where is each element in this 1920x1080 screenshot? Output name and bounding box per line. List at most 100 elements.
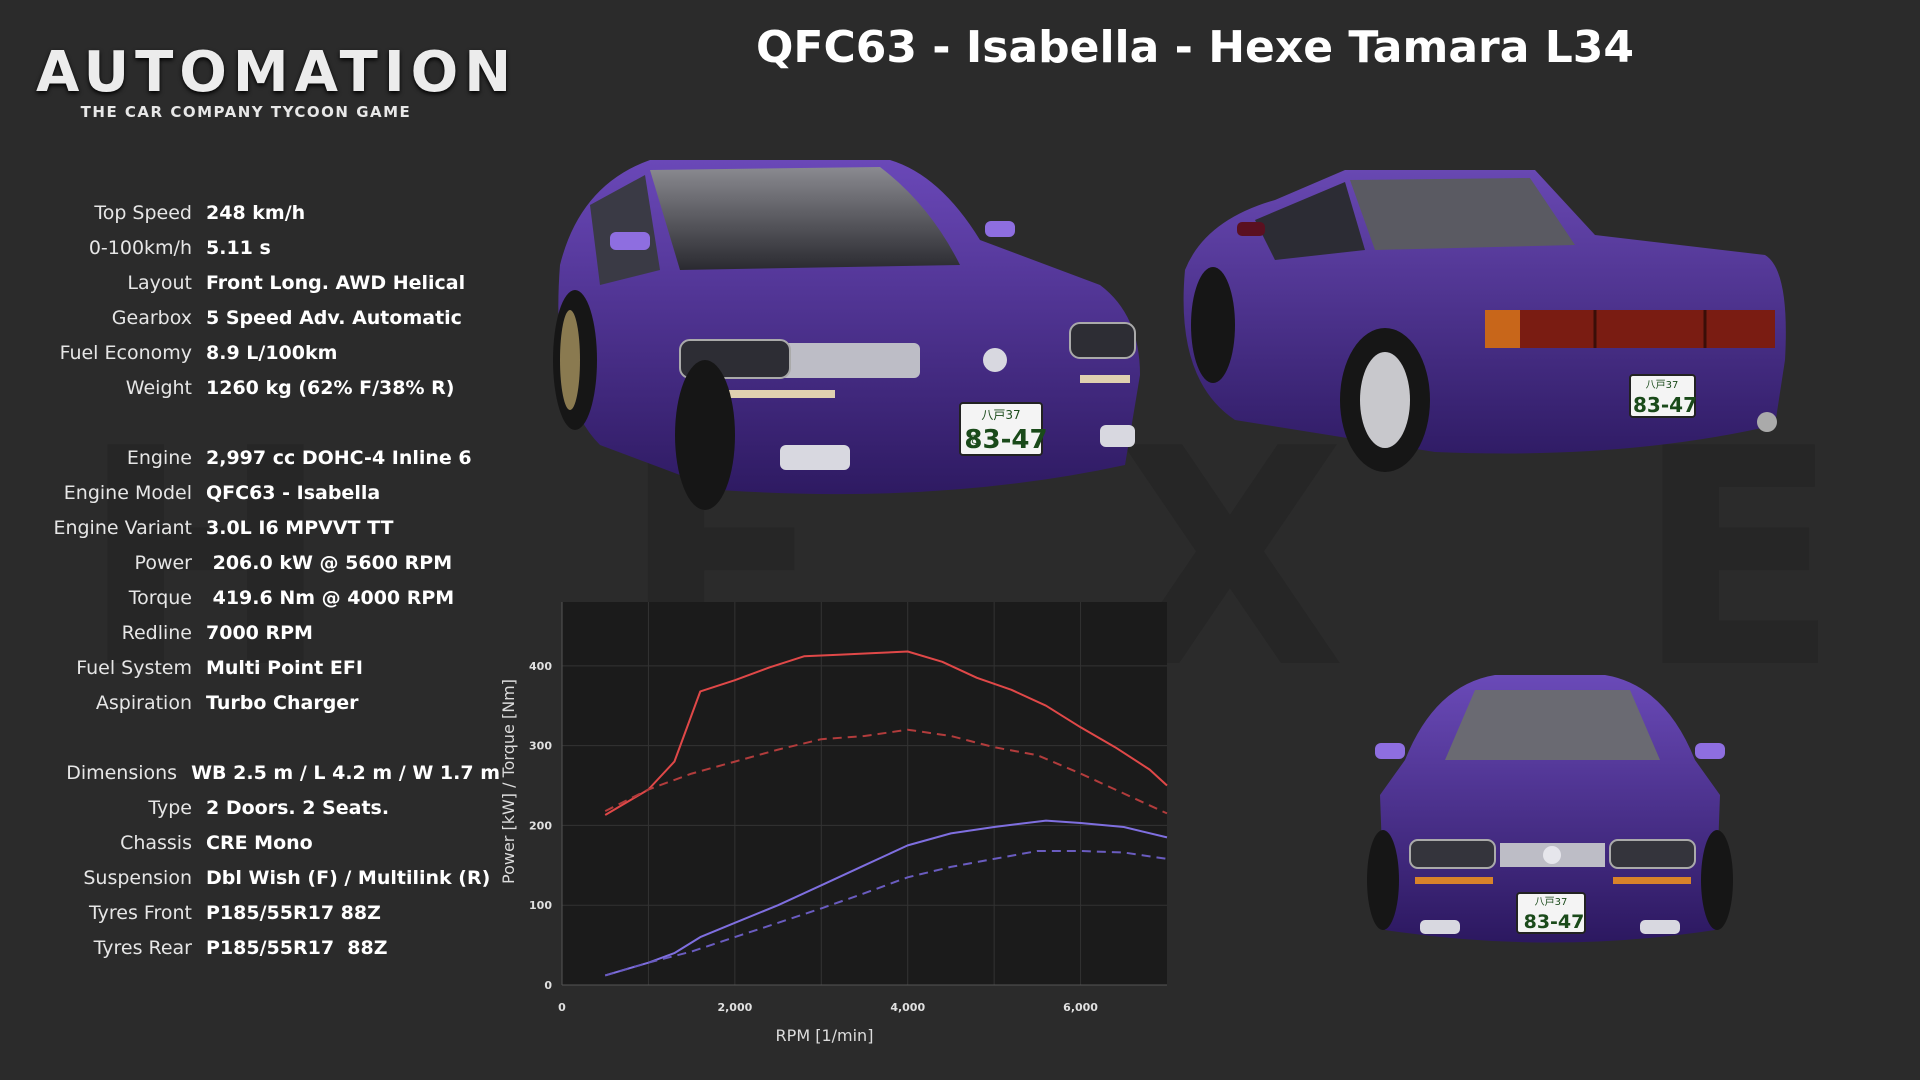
svg-text:そ: そ xyxy=(968,433,979,446)
spec-row: Chassis CRE Mono xyxy=(20,825,500,860)
chart-y-tick-label: 200 xyxy=(529,819,552,832)
chart-y-tick-label: 100 xyxy=(529,899,552,912)
spec-value: Front Long. AWD Helical xyxy=(206,271,466,294)
spec-row: Layout Front Long. AWD Helical xyxy=(20,265,500,300)
spec-label: Torque xyxy=(128,586,192,609)
spec-row: Engine Variant 3.0L I6 MPVVT TT xyxy=(20,510,500,545)
chart-x-tick-label: 4,000 xyxy=(890,1001,925,1014)
svg-text:八戸37: 八戸37 xyxy=(1646,379,1679,391)
chart-series-power-stock-line xyxy=(604,850,1168,977)
page-title: QFC63 - Isabella - Hexe Tamara L34 xyxy=(756,22,1634,73)
svg-text:83-47: 83-47 xyxy=(1633,393,1697,417)
chart-x-axis-label: RPM [1/min] xyxy=(776,1026,874,1045)
spec-row: Tyres Rear P185/55R17 88Z xyxy=(20,930,500,965)
watermark-letter: E xyxy=(1635,385,1860,734)
spec-label: Top Speed xyxy=(94,201,192,224)
spec-label: Engine xyxy=(126,446,192,469)
svg-text:83-47: 83-47 xyxy=(964,425,1047,455)
spec-row: Suspension Dbl Wish (F) / Multilink (R) xyxy=(20,860,500,895)
spec-label: Redline xyxy=(121,621,192,644)
chart-series-torque-line xyxy=(604,650,1168,816)
spec-label: Chassis xyxy=(120,831,192,854)
spec-label: Weight xyxy=(125,376,192,399)
spec-value: 1260 kg (62% F/38% R) xyxy=(206,376,455,399)
chart-y-tick-label: 300 xyxy=(529,740,552,753)
spec-row: 0-100km/h 5.11 s xyxy=(20,230,500,265)
chart-y-tick-label: 0 xyxy=(544,979,552,992)
spec-row: Fuel Economy 8.9 L/100km xyxy=(20,335,500,370)
spec-label: Type xyxy=(148,796,192,819)
spec-label: Gearbox xyxy=(111,306,192,329)
spec-row: Power 206.0 kW @ 5600 RPM xyxy=(20,545,500,580)
chart-plot-area xyxy=(562,602,1167,985)
spec-row: Dimensions WB 2.5 m / L 4.2 m / W 1.7 m xyxy=(20,755,500,790)
spec-value: CRE Mono xyxy=(206,831,313,854)
svg-text:八戸37: 八戸37 xyxy=(981,408,1020,422)
svg-text:八戸37: 八戸37 xyxy=(1535,896,1568,908)
chart-y-tick-label: 400 xyxy=(529,660,552,673)
spec-label: Aspiration xyxy=(95,691,192,714)
spec-value: P185/55R17 88Z xyxy=(206,901,381,924)
logo-tagline: THE CAR COMPANY TYCOON GAME xyxy=(80,103,412,121)
spec-row: Aspiration Turbo Charger xyxy=(20,685,500,720)
chart-x-tick-label: 2,000 xyxy=(717,1001,752,1014)
spec-row: Torque 419.6 Nm @ 4000 RPM xyxy=(20,580,500,615)
spec-value: 5.11 s xyxy=(206,236,271,259)
spec-value: Multi Point EFI xyxy=(206,656,363,679)
spec-spacer xyxy=(20,405,500,440)
spec-value: 2 Doors. 2 Seats. xyxy=(206,796,390,819)
car-rear-three-quarter-image: 八戸37 83-47 xyxy=(1183,170,1786,472)
chart-x-tick-label: 6,000 xyxy=(1063,1001,1098,1014)
spec-value: WB 2.5 m / L 4.2 m / W 1.7 m xyxy=(191,761,500,784)
svg-text:83-47: 83-47 xyxy=(1524,911,1585,933)
car-front-three-quarter-image: 八戸37 83-47 そ xyxy=(553,160,1140,510)
spec-label: Tyres Rear xyxy=(93,936,192,959)
spec-spacer xyxy=(20,720,500,755)
spec-value: Turbo Charger xyxy=(206,691,359,714)
spec-value: 2,997 cc DOHC-4 Inline 6 xyxy=(206,446,472,469)
spec-row: Engine 2,997 cc DOHC-4 Inline 6 xyxy=(20,440,500,475)
spec-value: 7000 RPM xyxy=(206,621,313,644)
spec-value: 206.0 kW @ 5600 RPM xyxy=(206,551,453,574)
license-plate-front: 八戸37 83-47 そ xyxy=(959,402,1048,456)
logo-wordmark: AUTOMATION xyxy=(36,40,518,105)
spec-label: 0-100km/h xyxy=(88,236,192,259)
spec-value: 419.6 Nm @ 4000 RPM xyxy=(206,586,455,609)
spec-row: Engine Model QFC63 - Isabella xyxy=(20,475,500,510)
spec-row: Tyres Front P185/55R17 88Z xyxy=(20,895,500,930)
spec-label: Layout xyxy=(127,271,192,294)
spec-row: Redline 7000 RPM xyxy=(20,615,500,650)
spec-row: Weight 1260 kg (62% F/38% R) xyxy=(20,370,500,405)
license-plate-small: 八戸37 83-47 xyxy=(1516,892,1586,934)
spec-label: Fuel System xyxy=(76,656,192,679)
chart-y-axis-label: Power [kW] / Torque [Nm] xyxy=(499,679,518,884)
spec-value: 5 Speed Adv. Automatic xyxy=(206,306,462,329)
game-logo: AUTOMATION THE CAR COMPANY TYCOON GAME xyxy=(36,40,518,130)
spec-label: Dimensions xyxy=(66,761,178,784)
spec-value: 3.0L I6 MPVVT TT xyxy=(206,516,394,539)
chart-series-power-line xyxy=(604,819,1168,977)
spec-value: 8.9 L/100km xyxy=(206,341,338,364)
spec-value: 248 km/h xyxy=(206,201,306,224)
chart-svg: 0 100 200 300 400 0 2,000 4,000 6,000 RPM [1/min]… xyxy=(499,602,1168,1045)
spec-sheet: Top Speed 248 km/h 0-100km/h 5.11 s Layout Fr… xyxy=(20,195,500,965)
spec-label: Engine Variant xyxy=(53,516,192,539)
car-front-view-image: 八戸37 83-47 xyxy=(1367,675,1733,943)
spec-row: Top Speed 248 km/h xyxy=(20,195,500,230)
spec-row: Fuel System Multi Point EFI xyxy=(20,650,500,685)
spec-row: Gearbox 5 Speed Adv. Automatic xyxy=(20,300,500,335)
spec-row: Type 2 Doors. 2 Seats. xyxy=(20,790,500,825)
spec-label: Engine Model xyxy=(63,481,192,504)
license-plate-rear: 八戸37 83-47 xyxy=(1629,374,1697,418)
spec-label: Fuel Economy xyxy=(59,341,192,364)
spec-label: Tyres Front xyxy=(89,901,192,924)
spec-label: Power xyxy=(134,551,192,574)
spec-value: P185/55R17 88Z xyxy=(206,936,388,959)
chart-series-torque-stock-line xyxy=(604,728,1168,815)
spec-value: QFC63 - Isabella xyxy=(206,481,381,504)
chart-x-tick-label: 0 xyxy=(558,1001,566,1014)
spec-value: Dbl Wish (F) / Multilink (R) xyxy=(206,866,491,889)
spec-label: Suspension xyxy=(83,866,192,889)
power-torque-chart: 0 100 200 300 400 0 2,000 4,000 6,000 RPM [1/min]… xyxy=(490,590,1190,1050)
watermark-letter: H xyxy=(80,385,352,734)
